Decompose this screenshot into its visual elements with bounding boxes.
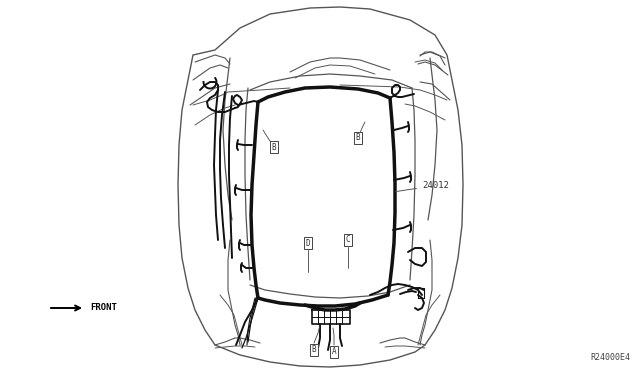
Text: B: B <box>356 134 360 142</box>
Text: R24000E4: R24000E4 <box>590 353 630 362</box>
Text: B: B <box>272 142 276 151</box>
Text: B: B <box>312 346 316 355</box>
Text: 24012: 24012 <box>396 181 449 192</box>
Text: A: A <box>332 347 336 356</box>
Text: D: D <box>306 238 310 247</box>
Text: FRONT: FRONT <box>90 304 117 312</box>
Text: C: C <box>346 235 350 244</box>
